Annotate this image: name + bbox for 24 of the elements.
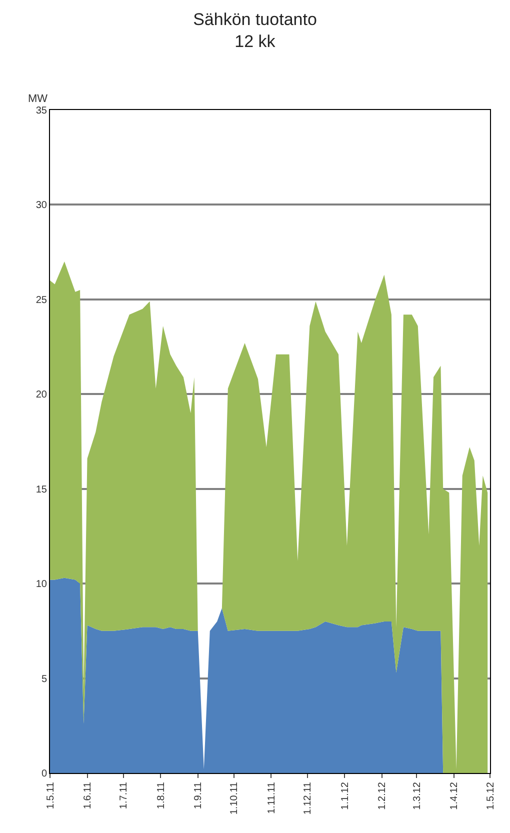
x-tick-label: 1.8.11	[156, 782, 167, 810]
x-tick-label: 1.11.11	[266, 782, 278, 814]
y-tick-label: 20	[36, 390, 48, 401]
y-tick-label: 10	[36, 579, 48, 590]
y-tick-label: 35	[36, 106, 48, 116]
x-tick-label: 1.5.11	[45, 782, 56, 810]
chart-title: Sähkön tuotanto	[193, 10, 317, 29]
x-tick-label: 1.1.12	[340, 782, 351, 810]
x-tick-label: 1.7.11	[118, 782, 130, 810]
x-tick-label: 1.6.11	[82, 782, 94, 810]
y-tick-label: 30	[36, 200, 48, 212]
x-tick-label: 1.12.11	[302, 782, 314, 815]
x-tick-label: 1.5.12	[485, 782, 496, 810]
x-tick-label: 1.2.12	[377, 782, 388, 810]
y-axis-title: MW	[28, 93, 48, 105]
x-tick-label: 1.9.11	[193, 782, 204, 810]
y-tick-label: 5	[41, 674, 48, 685]
y-tick-label: 0	[41, 768, 48, 780]
y-tick-label: 25	[36, 294, 48, 306]
x-tick-label: 1.3.12	[412, 782, 423, 810]
x-tick-label: 1.10.11	[229, 782, 240, 815]
y-tick-label: 15	[36, 484, 48, 496]
x-tick-label: 1.4.12	[449, 782, 460, 810]
chart-subtitle: 12 kk	[234, 32, 276, 52]
